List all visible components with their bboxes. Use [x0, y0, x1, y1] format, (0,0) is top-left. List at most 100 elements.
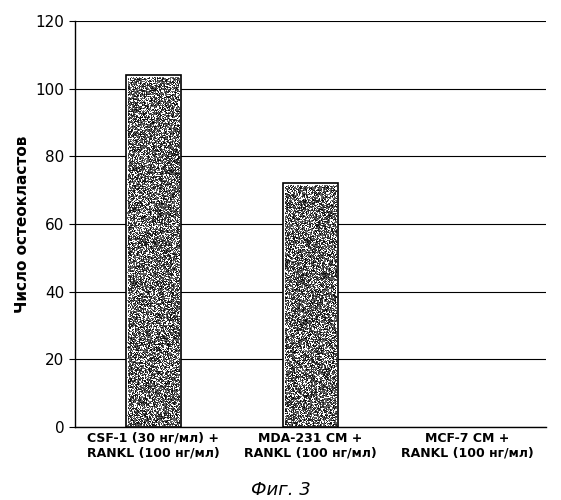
Point [295, 348, 304, 356]
Point [329, 366, 338, 374]
Point [132, 377, 141, 385]
Point [172, 416, 181, 424]
Point [153, 416, 162, 424]
Point [304, 196, 312, 204]
Point [281, 262, 290, 270]
Point [166, 176, 175, 184]
Point [288, 219, 297, 227]
Point [141, 412, 150, 420]
Point [149, 384, 158, 392]
Point [284, 264, 293, 272]
Point [155, 404, 164, 412]
Point [169, 257, 178, 265]
Point [145, 224, 154, 232]
Point [172, 143, 181, 151]
Point [162, 301, 171, 309]
Point [125, 417, 134, 425]
Point [137, 164, 146, 172]
Point [135, 325, 144, 333]
Point [330, 413, 339, 421]
Point [321, 366, 330, 374]
Point [136, 176, 145, 184]
Point [135, 162, 144, 170]
Point [320, 228, 329, 235]
Point [327, 268, 335, 276]
Point [294, 309, 303, 317]
Point [316, 182, 325, 190]
Point [132, 164, 141, 172]
Point [317, 376, 326, 384]
Point [327, 184, 336, 192]
Point [154, 344, 163, 352]
Point [146, 199, 155, 207]
Point [159, 306, 168, 314]
Point [172, 323, 181, 331]
Point [126, 362, 135, 370]
Point [293, 208, 302, 216]
Point [306, 368, 315, 376]
Point [303, 212, 312, 220]
Point [142, 144, 151, 152]
Point [152, 216, 161, 224]
Point [285, 264, 294, 272]
Point [325, 315, 334, 323]
Point [160, 206, 169, 214]
Point [144, 344, 153, 351]
Point [163, 234, 172, 242]
Point [163, 209, 172, 217]
Point [304, 214, 312, 222]
Point [170, 279, 179, 287]
Point [315, 246, 324, 254]
Point [123, 186, 132, 194]
Point [300, 406, 309, 413]
Point [165, 413, 174, 421]
Point [140, 194, 149, 202]
Point [157, 292, 166, 300]
Point [137, 86, 146, 94]
Point [157, 314, 165, 322]
Point [303, 338, 312, 345]
Point [173, 250, 182, 258]
Point [325, 324, 334, 332]
Point [298, 250, 307, 258]
Point [308, 376, 317, 384]
Point [289, 360, 298, 368]
Point [142, 219, 151, 227]
Point [149, 126, 158, 134]
Point [140, 318, 149, 326]
Point [168, 106, 177, 114]
Point [140, 180, 149, 188]
Point [126, 358, 135, 366]
Point [310, 418, 319, 426]
Point [150, 416, 159, 424]
Point [319, 376, 328, 384]
Point [134, 408, 142, 416]
Point [167, 377, 176, 385]
Point [323, 236, 332, 244]
Point [280, 216, 289, 224]
Point [307, 354, 316, 362]
Point [160, 216, 169, 224]
Point [150, 270, 159, 278]
Point [142, 124, 151, 132]
Point [155, 122, 164, 130]
Point [164, 158, 173, 166]
Point [147, 157, 156, 165]
Point [287, 416, 296, 424]
Point [140, 340, 149, 348]
Point [323, 250, 332, 258]
Point [172, 185, 181, 193]
Point [156, 222, 165, 230]
Point [159, 89, 168, 97]
Point [295, 223, 304, 231]
Point [134, 372, 143, 380]
Point [326, 396, 335, 404]
Point [322, 310, 331, 318]
Point [135, 197, 144, 205]
Point [324, 344, 333, 352]
Point [164, 186, 173, 194]
Point [295, 258, 304, 266]
Point [145, 220, 154, 228]
Point [139, 242, 148, 250]
Point [319, 382, 328, 390]
